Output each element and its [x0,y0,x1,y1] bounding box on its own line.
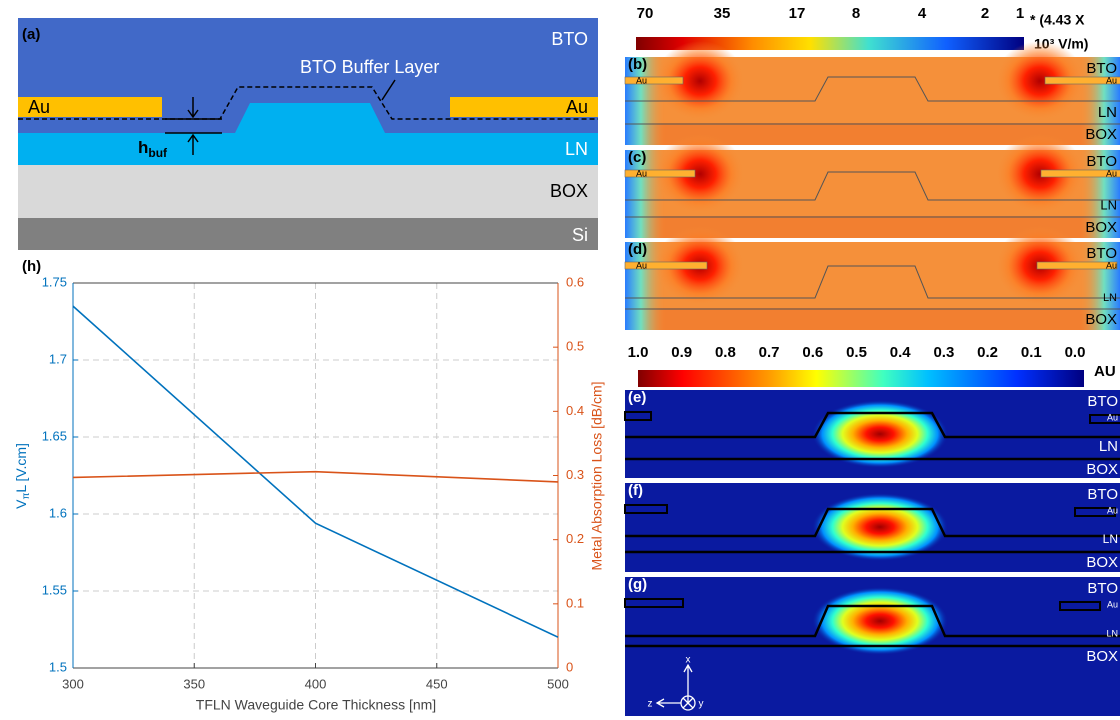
figure: (a) BTO BTO Buffer Layer Au Au hbuf LN B… [0,0,1120,720]
dimension-sub: buf [148,146,168,160]
y-tick-label: 1.7 [49,351,67,366]
y-axis-label: L [V.cm] [13,443,29,493]
layer-label: Si [572,225,588,245]
y-tick-label: 1.75 [42,274,67,289]
ln-layer [18,133,598,165]
colorbar-tick-label: 0.9 [671,344,692,361]
layer-label: LN [1106,628,1118,638]
ln-ridge [235,103,385,133]
panel-label: (h) [22,258,41,275]
x-tick-label: 350 [183,676,205,691]
layer-label: BOX [1085,219,1117,236]
y2-tick-label: 0.6 [566,274,584,289]
layer-label: BOX [550,181,588,201]
layer-label: Au [636,260,647,270]
y2-tick-label: 0.1 [566,595,584,610]
colorbar-tick-label: 1.0 [628,344,649,361]
y-tick-label: 1.55 [42,582,67,597]
panel-label: (g) [628,576,647,593]
layer-label: BTO [551,29,588,49]
si-layer [18,218,598,250]
layer-label: LN [565,139,588,159]
y2-tick-label: 0.2 [566,531,584,546]
colorbar-tick-label: 0.8 [715,344,736,361]
layer-label: BOX [1086,461,1118,478]
y2-tick-label: 0.5 [566,339,584,354]
layer-label: Au [1107,505,1118,515]
y2-axis-label: Metal Absorption Loss [dB/cm] [589,381,605,570]
colorbar-unit: AU [1094,363,1116,380]
colorbar-tick-label: 17 [789,5,806,22]
panel-label: (e) [628,389,646,406]
layer-label: Au [28,97,50,117]
panel-label: (b) [628,56,647,73]
layer-label: Au [1107,412,1118,422]
electrode [625,77,683,84]
colorbar-tick-label: 0.1 [1021,344,1042,361]
annotation: BTO Buffer Layer [300,57,439,77]
axis-name: x [686,655,691,666]
colorbar-tick-label: 0.2 [977,344,998,361]
layer-label: Au [1107,599,1118,609]
layer-label: LN [1099,438,1118,455]
y2-tick-label: 0 [566,659,573,674]
y2-tick-label: 0.4 [566,403,584,418]
panel-label: (d) [628,241,647,258]
y-axis-label: VπL [V.cm] [13,443,32,509]
x-axis-label: TFLN Waveguide Core Thickness [nm] [196,697,436,713]
panel-label: (a) [22,26,40,43]
colorbar-tick-label: 0.0 [1065,344,1086,361]
colorbar-tick-label: 0.7 [759,344,780,361]
panel-label: (c) [628,149,646,166]
layer-label: BTO [1087,486,1118,503]
layer-label: BTO [1087,580,1118,597]
colorbar-tick-label: 2 [981,5,989,22]
layer-label: LN [1103,532,1118,546]
colorbar-tick-label: 70 [637,5,654,22]
axis-name: y [699,699,704,710]
page: (a) BTO BTO Buffer Layer Au Au hbuf LN B… [0,0,1120,720]
x-tick-label: 500 [547,676,569,691]
y-tick-label: 1.65 [42,428,67,443]
layer-label: BOX [1086,554,1118,571]
colorbar-tick-label: 0.5 [846,344,867,361]
layer-label: BOX [1085,126,1117,143]
colorbar-unit: * (4.43 X [1030,12,1085,28]
layer-label: BOX [1086,648,1118,665]
colorbar-tick-label: 0.3 [933,344,954,361]
colorbar-tick-label: 4 [918,5,927,22]
layer-label: LN [1098,104,1117,121]
x-tick-label: 400 [305,676,327,691]
x-tick-label: 300 [62,676,84,691]
y2-tick-label: 0.3 [566,467,584,482]
mode-colorbar [638,370,1084,387]
colorbar-tick-label: 35 [714,5,731,22]
layer-label: Au [636,168,647,178]
dimension-label: h [138,138,148,157]
x-tick-label: 450 [426,676,448,691]
layer-label: Au [636,75,647,85]
y-tick-label: 1.6 [49,505,67,520]
axis-name: z [648,699,653,710]
colorbar-tick-label: 0.6 [802,344,823,361]
panel-label: (f) [628,482,643,499]
layer-label: Au [1106,168,1117,178]
colorbar-tick-label: 0.4 [890,344,912,361]
layer-label: Au [1106,260,1117,270]
layer-label: LN [1103,292,1117,304]
box-layer [18,165,598,218]
colorbar-tick-label: 8 [852,5,860,22]
layer-label: BTO [1087,393,1118,410]
layer-label: Au [566,97,588,117]
panel-a: (a) BTO BTO Buffer Layer Au Au hbuf LN B… [18,18,598,250]
layer-label: Au [1106,75,1117,85]
layer-label: BOX [1085,311,1117,328]
field-box [625,308,1120,330]
layer-label: LN [1100,197,1117,212]
colorbar-tick-label: 1 [1016,5,1024,22]
y-tick-label: 1.5 [49,659,67,674]
